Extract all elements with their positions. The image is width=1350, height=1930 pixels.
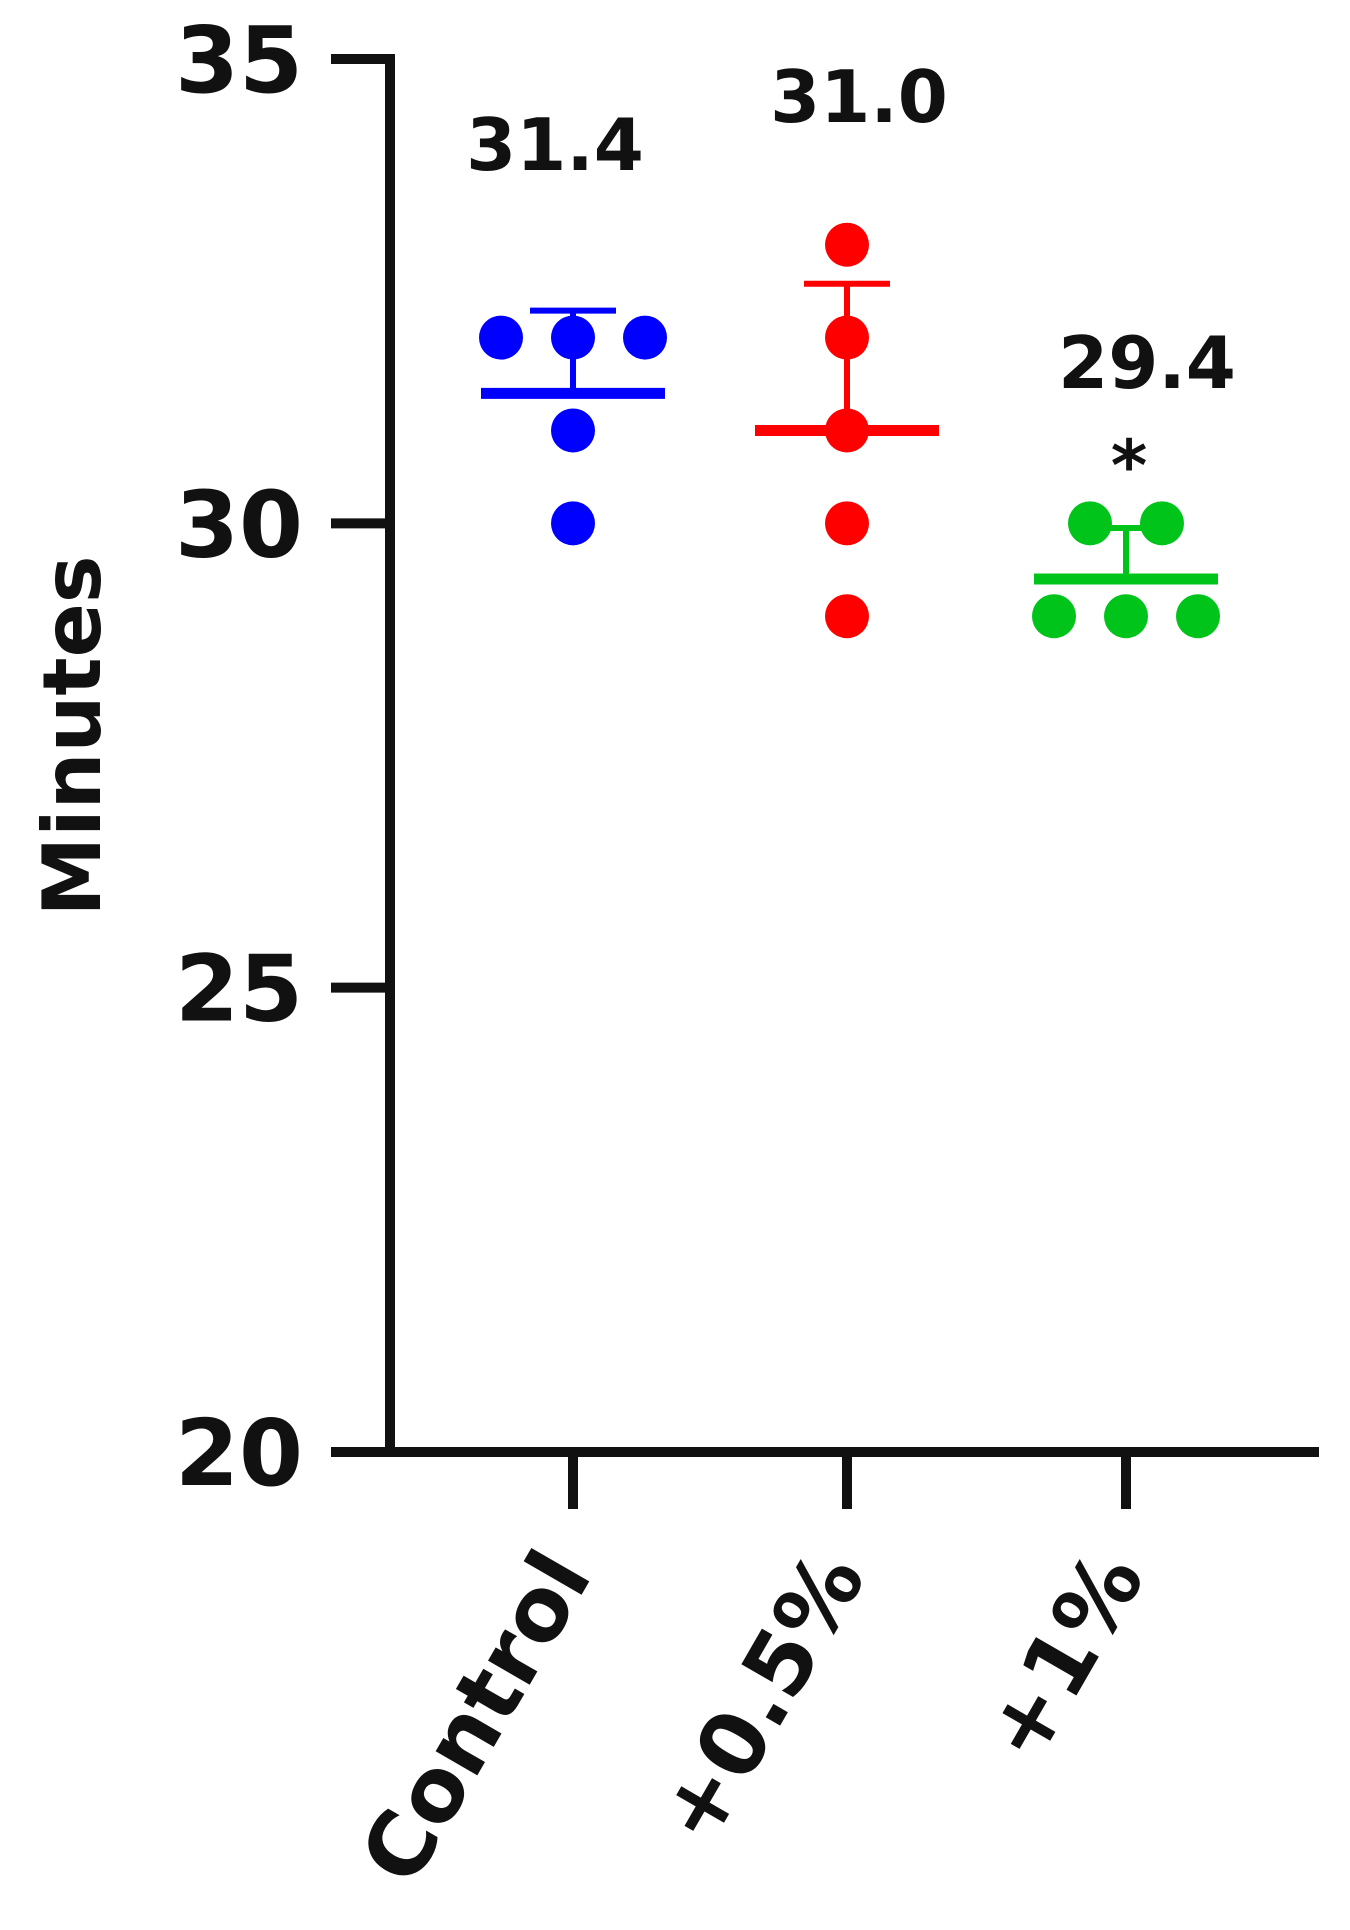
y-tick-label: 20	[175, 1400, 303, 1507]
data-point	[825, 501, 869, 546]
x-tick-label: +0.5%	[637, 1534, 885, 1861]
y-axis-label: Minutes	[26, 555, 119, 916]
data-point	[825, 222, 869, 267]
data-point	[551, 501, 595, 546]
data-point	[1068, 501, 1112, 546]
data-point	[1032, 594, 1076, 639]
value-label: 31.4	[466, 103, 644, 187]
data-point	[1140, 501, 1184, 546]
x-tick-label: Control	[340, 1534, 611, 1901]
significance-annotation: *	[1111, 425, 1148, 507]
data-point	[1176, 594, 1220, 639]
data-point	[623, 315, 667, 360]
data-point	[479, 315, 523, 360]
value-label: 29.4	[1058, 321, 1236, 405]
y-tick-label: 30	[175, 471, 303, 578]
y-tick-label: 25	[175, 936, 303, 1043]
data-point	[1104, 594, 1148, 639]
y-tick-label: 35	[175, 7, 303, 114]
value-label: 31.0	[770, 55, 948, 139]
data-point	[551, 408, 595, 453]
x-tick-label: +1%	[963, 1534, 1164, 1779]
data-point	[825, 594, 869, 639]
